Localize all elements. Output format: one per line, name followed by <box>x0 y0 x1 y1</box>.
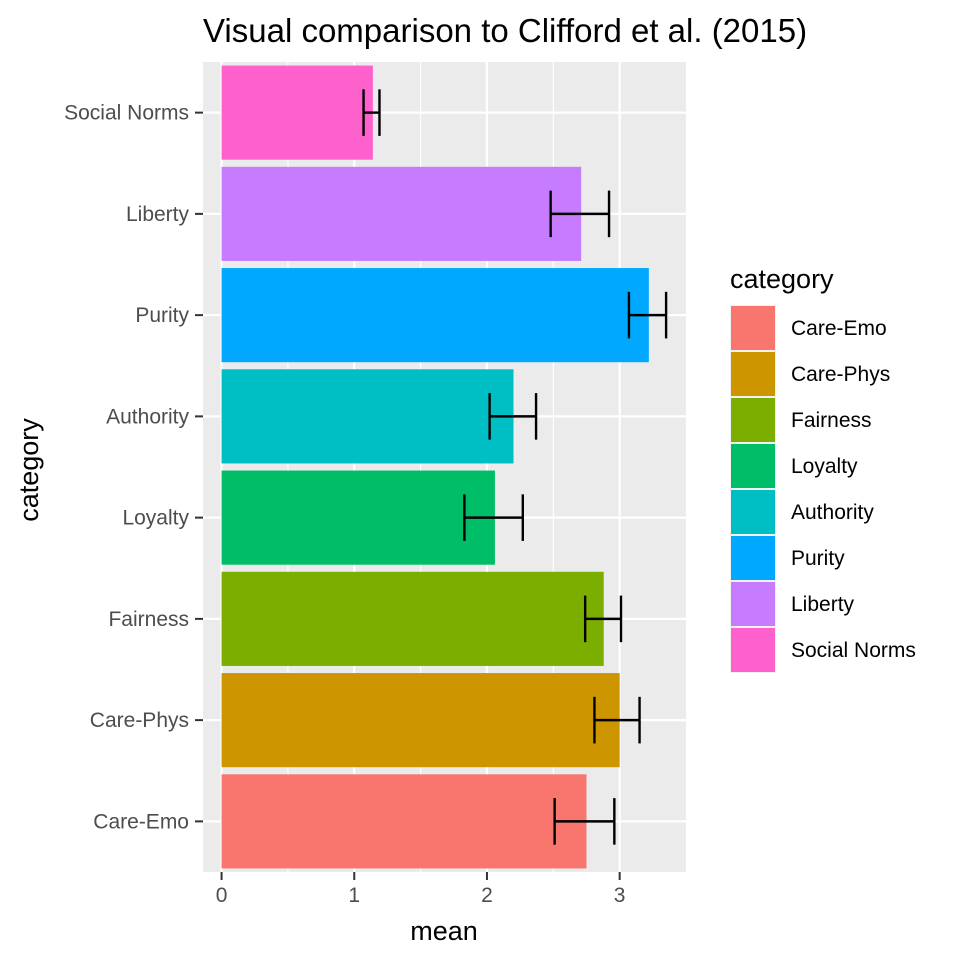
legend-label: Liberty <box>791 593 855 616</box>
legend-swatch <box>731 490 775 534</box>
bar-fairness <box>221 571 604 666</box>
legend-swatch <box>731 536 775 580</box>
bar-liberty <box>221 166 582 261</box>
legend-swatch <box>731 582 775 626</box>
error-bar <box>627 291 668 339</box>
bar-purity <box>221 268 649 363</box>
legend-swatch <box>731 628 775 672</box>
legend-title: category <box>730 264 834 294</box>
legend-swatch <box>731 352 775 396</box>
legend: Care-Emo Care-Phys Fairness Loyalty Authorit… <box>730 305 916 673</box>
y-tick-label: Fairness <box>108 608 189 631</box>
error-bar <box>463 494 524 541</box>
y-tick-label: Liberty <box>126 203 190 226</box>
y-tick-label: Care-Emo <box>93 810 189 833</box>
legend-swatch <box>731 444 775 488</box>
legend-label: Social Norms <box>791 639 916 662</box>
legend-label: Authority <box>791 501 874 524</box>
error-bar <box>593 696 641 744</box>
bar-authority <box>221 369 514 464</box>
bar-care-emo <box>221 774 587 869</box>
legend-label: Fairness <box>791 409 872 432</box>
error-bar <box>553 798 616 845</box>
y-axis-title: category <box>14 418 44 522</box>
legend-label: Purity <box>791 547 845 570</box>
y-tick-label: Authority <box>106 405 189 428</box>
bar-loyalty <box>221 470 495 565</box>
x-tick-label: 2 <box>481 884 493 907</box>
error-bar <box>583 595 623 643</box>
chart-title: Visual comparison to Clifford et al. (20… <box>203 12 807 49</box>
x-tick-label: 0 <box>216 884 228 907</box>
y-tick-label: Care-Phys <box>90 709 189 732</box>
y-tick-label: Purity <box>135 304 189 327</box>
legend-swatch <box>731 306 775 350</box>
legend-label: Care-Emo <box>791 317 887 340</box>
bar-social-norms <box>221 65 373 160</box>
bar-care-phys <box>221 673 620 768</box>
x-tick-label: 1 <box>348 884 360 907</box>
y-tick-label: Social Norms <box>64 102 189 125</box>
legend-swatch <box>731 398 775 442</box>
error-bar <box>549 190 611 238</box>
x-axis-title: mean <box>410 916 478 946</box>
legend-label: Loyalty <box>791 455 858 478</box>
error-bar <box>362 89 381 136</box>
x-tick-label: 3 <box>614 884 626 907</box>
legend-label: Care-Phys <box>791 363 890 386</box>
y-tick-label: Loyalty <box>122 507 189 530</box>
error-bar <box>488 393 538 440</box>
plot-panel: Care-Emo Care-Phys Fairness Loyalty Authorit… <box>64 62 686 907</box>
